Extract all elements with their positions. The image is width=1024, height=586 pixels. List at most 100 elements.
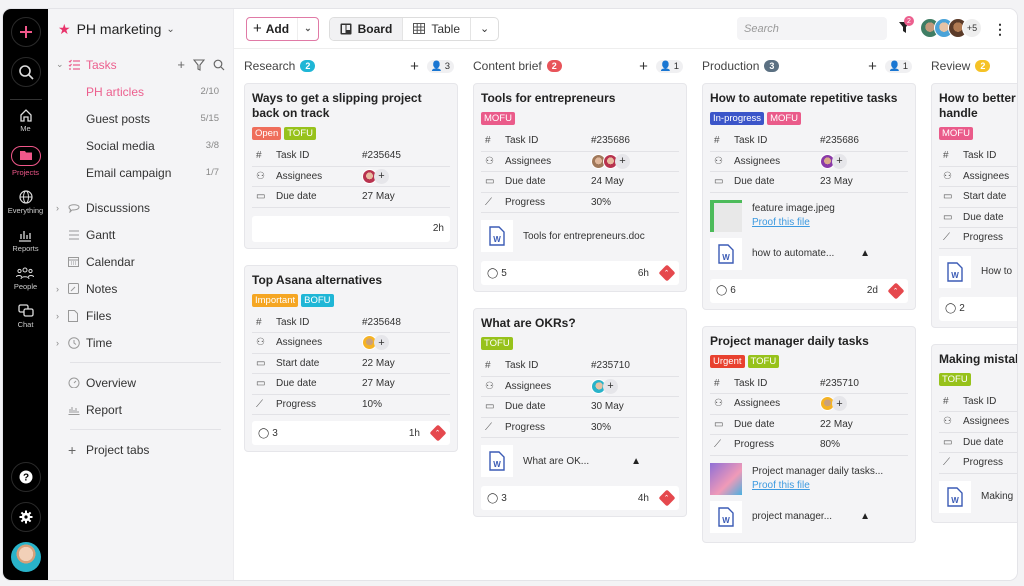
settings-button[interactable] [10,502,41,532]
chevron-right-icon: › [56,202,59,213]
hash-icon: # [485,135,491,147]
help-button[interactable]: ? [10,462,41,492]
tag[interactable]: In-progress [710,112,765,125]
project-switcher[interactable]: ★ PH marketing ⌄ [56,9,225,49]
add-button[interactable]: + Add [247,17,299,40]
add-assignee-button[interactable]: + [832,396,847,412]
sidebar-item-notes[interactable]: › Notes [56,275,225,302]
rail-item-people[interactable]: People [14,266,37,291]
column-assignees[interactable]: 👤 3 [426,59,454,73]
attachment[interactable]: W Making [939,478,1017,516]
comments[interactable]: ◯ 2 [945,303,965,314]
comments[interactable]: ◯ 5 [487,267,507,279]
sidebar-item-gantt[interactable]: Gantt [56,221,225,248]
attachment[interactable]: feature image.jpeg Proof this file [710,197,908,235]
rail-item-everything[interactable]: Everything [8,190,43,215]
tag[interactable]: Open [252,127,282,140]
card-field: ⚇ Assignees + [481,377,679,397]
task-card[interactable]: What are OKRs? TOFU # Task ID #235710 ⚇ Ass… [473,308,687,517]
tag[interactable]: TOFU [747,354,780,368]
section-label: Time [86,335,113,350]
tag[interactable]: MOFU [481,112,515,125]
add-card-button[interactable]: + [410,57,419,75]
sidebar-item-files[interactable]: › Files [56,302,225,329]
task-list-item[interactable]: Guest posts 5/15 [56,105,225,132]
add-assignee-button[interactable]: + [603,378,618,394]
calendar-icon: ▭ [256,378,266,390]
globe-icon [18,190,33,204]
word-doc-icon: W [939,255,971,288]
attachment[interactable]: Project manager daily tasks... Proof this… [710,460,908,498]
tag[interactable]: Important [252,293,299,307]
tag[interactable]: TOFU [481,337,513,350]
more-views-button[interactable]: ⌄ [471,18,498,40]
tab-table[interactable]: Table [403,17,471,40]
task-card[interactable]: Top Asana alternatives Important BOFU # T… [244,264,458,452]
project-tabs-button[interactable]: + Project tabs [56,436,225,463]
task-card[interactable]: How to better handle deadlines as a MOFU… [931,83,1017,328]
search-input[interactable]: Search [737,17,887,40]
tag[interactable]: MOFU [939,127,973,140]
tab-board[interactable]: Board [329,17,404,40]
comments[interactable]: ◯ 6 [716,285,736,296]
word-doc-icon: W [481,220,513,252]
tag[interactable]: MOFU [767,112,802,125]
user-avatar[interactable] [10,542,41,572]
comments[interactable]: ◯ 3 [258,427,278,439]
attachment[interactable]: W Tools for entrepreneurs.doc [481,217,679,255]
global-search-button[interactable] [10,57,41,87]
board-column: Production 3 + 👤 1 How to automate repeti… [702,49,916,580]
add-assignee-button[interactable]: + [374,168,389,184]
sidebar-item-time[interactable]: › Time [56,329,225,356]
add-task-list-button[interactable]: + [177,57,185,72]
proof-file-link[interactable]: Proof this file [752,217,810,228]
rail-item-me[interactable]: Me [19,108,33,133]
task-list-item[interactable]: Social media 3/8 [56,132,225,159]
add-dropdown-button[interactable]: ⌄ [298,23,318,34]
task-card[interactable]: Tools for entrepreneurs MOFU # Task ID #23… [473,83,687,292]
sidebar-item-discussions[interactable]: › Discussions [56,194,225,221]
create-button[interactable] [10,17,41,47]
comments[interactable]: ◯ 3 [487,492,507,504]
task-card[interactable]: How to automate repetitive tasks In-prog… [702,83,916,310]
tag[interactable]: BOFU [301,293,334,307]
sidebar-item-report[interactable]: Report [56,396,225,423]
task-list-item[interactable]: PH articles 2/10 [56,78,225,105]
task-card[interactable]: Making mistak TOFU # Task ID ⚇ Assignees ▭… [931,343,1017,523]
add-assignee-button[interactable]: + [374,335,389,351]
attachment[interactable]: W How to [939,253,1017,291]
rail-item-projects[interactable]: Projects [10,146,41,177]
sidebar-item-tasks[interactable]: ⌄ Tasks + [56,51,225,78]
filter-button[interactable]: 2 [899,16,914,36]
rail-item-reports[interactable]: Reports [12,228,39,253]
column-assignees[interactable]: 👤 1 [655,59,683,73]
attachment[interactable]: W project manager... ▲ [710,498,908,536]
proof-file-link[interactable]: Proof this file [752,480,810,491]
add-card-button[interactable]: + [868,57,877,75]
attachment[interactable]: W how to automate... ▲ [710,235,908,273]
sidebar-item-calendar[interactable]: Calendar [56,248,225,275]
add-assignee-button[interactable]: + [615,153,630,169]
rail-item-chat[interactable]: Chat [18,304,34,329]
word-doc-icon: W [939,480,971,513]
tag[interactable]: TOFU [284,127,316,140]
sidebar-item-overview[interactable]: Overview [56,369,225,396]
task-card[interactable]: Ways to get a slipping project back on t… [244,83,458,249]
card-field: ⟋ Progress 10% [252,395,450,415]
hash-icon: # [256,316,262,328]
project-tabs-label: Project tabs [86,442,150,457]
column-assignees[interactable]: 👤 1 [884,59,912,73]
tag[interactable]: TOFU [939,372,971,386]
task-list-item[interactable]: Email campaign 1/7 [56,159,225,186]
search-icon[interactable] [213,59,225,71]
hash-icon: # [714,135,720,147]
rail-label: People [13,282,38,291]
add-card-button[interactable]: + [639,57,648,75]
project-members[interactable]: +5 [920,18,982,38]
task-card[interactable]: Project manager daily tasks Urgent TOFU … [702,325,916,543]
tag[interactable]: Urgent [710,354,745,368]
attachment[interactable]: W What are OK... ▲ [481,442,679,480]
filter-icon[interactable] [193,59,205,71]
more-options-icon[interactable]: ⋮ [993,21,1007,37]
add-assignee-button[interactable]: + [832,153,847,169]
